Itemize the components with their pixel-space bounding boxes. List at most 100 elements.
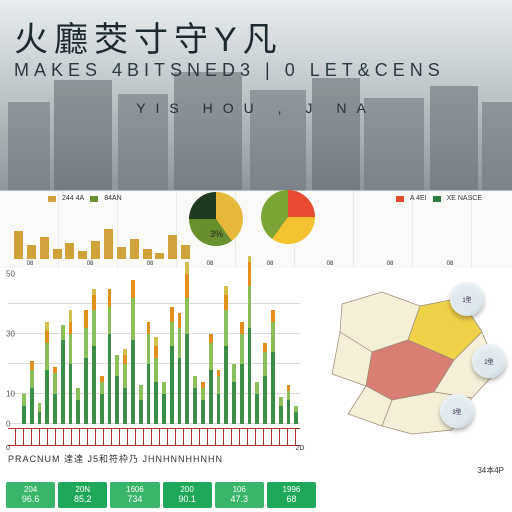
mid-xtick: 08	[447, 261, 454, 267]
bar-segment	[224, 310, 228, 346]
region-map: 1型 2型 3型	[312, 274, 506, 442]
metric-tile: 10647.3	[215, 482, 264, 508]
bar-column	[69, 310, 73, 424]
mini-bar	[40, 237, 49, 259]
mid-xtick: 08	[87, 261, 94, 267]
bar-segment	[224, 295, 228, 310]
bar-segment	[22, 406, 26, 424]
bar-segment	[92, 310, 96, 346]
mini-bar	[130, 239, 139, 259]
bar-segment	[178, 313, 182, 328]
lower-panel: 0103050 02D PRACNUM 達達 J5和符枠乃 JHNHNNHHNH…	[0, 268, 512, 512]
bar-segment	[209, 334, 213, 343]
legend-swatch	[433, 196, 441, 202]
metric-tile: 199668	[267, 482, 316, 508]
bar-segment	[108, 289, 112, 307]
bar-segment	[100, 382, 104, 394]
legend-swatch	[48, 196, 56, 202]
bar-segment	[22, 394, 26, 406]
bar-column	[170, 307, 174, 424]
bar-segment	[209, 343, 213, 370]
bar-columns	[22, 274, 298, 424]
bar-segment	[92, 346, 96, 424]
mid-xtick: 08	[207, 261, 214, 267]
bar-segment	[45, 370, 49, 424]
bar-segment	[263, 352, 267, 376]
bar-segment	[53, 373, 57, 394]
mini-bar	[53, 249, 62, 259]
legend-label: A 4EI	[410, 195, 427, 202]
bar-segment	[92, 295, 96, 310]
tile-label: 204	[24, 485, 37, 494]
bar-segment	[224, 346, 228, 424]
bar-segment	[248, 262, 252, 286]
bar-segment	[248, 286, 252, 328]
mid-legend-right: A 4EIXE NASCE	[396, 195, 482, 202]
bar-segment	[232, 364, 236, 382]
bar-segment	[217, 394, 221, 424]
bar-column	[217, 370, 221, 424]
bar-segment	[170, 346, 174, 424]
mid-xtick: 08	[267, 261, 274, 267]
bar-segment	[217, 376, 221, 394]
bar-segment	[84, 358, 88, 424]
mini-globe: 2型	[472, 344, 506, 378]
mini-globe: 3型	[440, 394, 474, 428]
mini-bar	[91, 241, 100, 259]
bar-column	[123, 349, 127, 424]
bar-column	[287, 385, 291, 424]
mini-bar	[14, 231, 23, 259]
bar-column	[178, 313, 182, 424]
bar-segment	[30, 370, 34, 388]
tile-value: 68	[286, 494, 296, 504]
metric-tile: 20090.1	[163, 482, 212, 508]
bar-segment	[209, 370, 213, 424]
ruler-tick: 0	[6, 445, 10, 452]
mini-bar	[117, 247, 126, 259]
mid-xtick: 08	[387, 261, 394, 267]
mid-xtick: 08	[147, 261, 154, 267]
bar-segment	[61, 340, 65, 424]
mid-legend-left: 244 4A84AN	[48, 195, 122, 202]
metric-tile: 1606734	[110, 482, 159, 508]
bar-column	[224, 286, 228, 424]
mini-globe: 1型	[450, 282, 484, 316]
bar-segment	[185, 298, 189, 334]
bar-segment	[263, 343, 267, 352]
bar-segment	[178, 358, 182, 424]
bar-segment	[193, 388, 197, 424]
mini-bar	[104, 229, 113, 259]
bar-column	[294, 406, 298, 424]
tile-value: 47.3	[231, 494, 249, 504]
bar-segment	[255, 394, 259, 424]
bar-segment	[287, 400, 291, 424]
tile-label: 20N	[75, 485, 90, 494]
bar-segment	[53, 394, 57, 424]
tile-label: 1606	[126, 485, 144, 494]
map-caption: 34本4P	[477, 465, 504, 476]
bar-segment	[61, 325, 65, 340]
bar-segment	[170, 307, 174, 322]
chart-ytick: 30	[6, 330, 15, 339]
bar-column	[108, 289, 112, 424]
bar-segment	[69, 322, 73, 334]
mini-bar	[181, 245, 190, 259]
bar-column	[154, 337, 158, 424]
bar-segment	[30, 361, 34, 370]
bar-segment	[154, 337, 158, 346]
bar-segment	[271, 352, 275, 424]
bar-column	[248, 256, 252, 424]
bar-segment	[193, 376, 197, 388]
bar-segment	[147, 322, 151, 334]
bar-segment	[45, 331, 49, 343]
bar-column	[240, 322, 244, 424]
buildings-silhouette	[0, 70, 512, 190]
bar-column	[100, 376, 104, 424]
bar-column	[185, 262, 189, 424]
bar-segment	[279, 397, 283, 406]
bar-segment	[263, 376, 267, 424]
bar-column	[255, 382, 259, 424]
chart-ruler: 02D	[8, 428, 300, 446]
hero: 火廳茭寸守Y凡 MAKES 4BITSNED3 | 0 LET&CENS YIS…	[0, 0, 512, 190]
bar-segment	[76, 388, 80, 400]
